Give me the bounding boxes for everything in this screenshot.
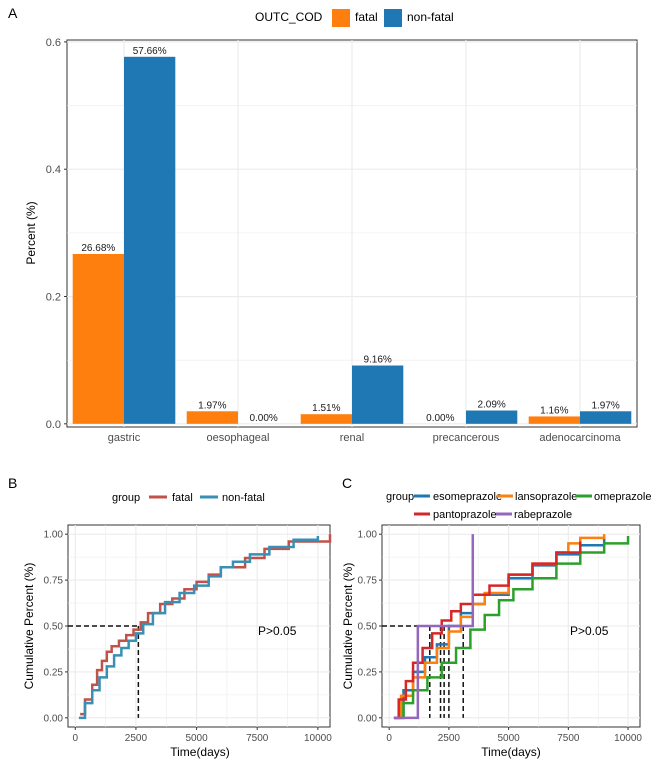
legend-c: group esomeprazole lansoprazole omeprazo… [386,491,651,521]
x-tick-label: 0 [386,733,392,744]
y-tick-label: 0.25 [44,667,64,678]
y-tick-label: 0.25 [358,667,378,678]
series-line-fatal [80,534,332,716]
legend-b-label-non-fatal: non-fatal [222,492,265,504]
y-tick-label: 0.4 [46,164,61,176]
x-tick-label: renal [340,432,364,444]
bar-non-fatal [124,56,176,424]
y-tick-label: 0.6 [46,37,61,49]
lines-b [78,534,332,720]
x-tick-labels-c: 0 2500 5000 7500 10000 [386,733,642,744]
y-tick-labels-c: 0.00 0.25 0.50 0.75 1.00 [358,530,378,725]
x-tick-label: 0 [72,733,78,744]
panel-label-a: A [8,5,18,21]
y-tick-label: 0.0 [46,419,61,431]
x-tick-label: 5000 [497,733,520,744]
annotation-b: P>0.05 [258,624,297,638]
data-label: 1.97% [591,400,619,411]
series-line-non-fatal [78,536,320,720]
y-tick-label: 0.50 [358,622,378,633]
panel-label-b: B [8,475,17,491]
legend-b-label-fatal: fatal [172,492,193,504]
legend-a-label-fatal: fatal [355,10,378,24]
legend-a: OUTC_COD fatal non-fatal [255,9,454,27]
x-axis-title-b: Time(days) [170,745,230,759]
legend-b: group fatal non-fatal [112,492,265,504]
bar-fatal [300,414,352,424]
x-tick-label: gastric [108,432,141,444]
x-tick-label: 5000 [185,733,208,744]
y-tick-label: 0.00 [44,713,64,724]
series-line-pantoprazole [393,541,582,720]
x-tick-label: 7500 [557,733,580,744]
legend-c-label-lansoprazole: lansoprazole [515,491,577,503]
series-line-omeprazole [393,536,630,720]
x-tick-labels-b: 0 2500 5000 7500 10000 [72,733,332,744]
legend-c-label-pantoprazole: pantoprazole [433,509,497,521]
x-tick-label: 2500 [438,733,461,744]
legend-c-label-rabeprazole: rabeprazole [514,509,572,521]
series-line-rabeprazole [393,534,475,720]
x-tick-label: 2500 [125,733,148,744]
chart-b: 0.000.250.500.751.00 0 2500 5000 7500 10000 … [22,524,332,759]
data-label: 1.97% [198,400,226,411]
grid-b [65,525,330,730]
legend-a-label-non-fatal: non-fatal [407,10,454,24]
data-label: 57.66% [133,46,167,57]
y-tick-label: 0.50 [44,622,64,633]
y-axis-title-b: Cumulative Percent (%) [22,563,36,690]
y-tick-labels-a: 0.0 0.2 0.4 0.6 [46,37,61,431]
legend-a-swatch-fatal [332,9,350,27]
data-label: 1.16% [540,405,568,416]
legend-a-title: OUTC_COD [255,10,323,24]
legend-b-title: group [112,492,140,504]
bar-non-fatal [466,410,518,424]
data-label: 0.00% [249,413,277,424]
x-tick-labels-a: gastric oesophageal renal precancerous adeno… [108,432,622,444]
legend-c-title: group [386,491,414,503]
data-label: 9.16% [363,355,391,366]
data-label: 26.68% [81,243,115,254]
annotation-c: P>0.05 [570,624,609,638]
legend-c-label-esomeprazole: esomeprazole [433,491,502,503]
chart-c: 0.000.250.500.751.00 0 2500 5000 7500 10000 … [341,524,642,759]
data-label: 1.51% [312,403,340,414]
lines-c [393,534,630,720]
y-tick-labels-b: 0.00 0.25 0.50 0.75 1.00 [44,530,64,725]
bar-fatal [528,416,580,424]
y-tick-label: 0.2 [46,292,61,304]
bar-fatal [72,253,124,424]
median-lines-b [68,625,140,718]
legend-a-swatch-non-fatal [384,9,402,27]
chart-a: 26.68% 1.97% 1.51% 0.00% 1.16% 57.66% 0.00% 9.1… [24,37,638,444]
bar-non-fatal [580,411,632,424]
grid-c [379,525,640,730]
y-tick-label: 0.00 [358,713,378,724]
x-tick-label: 10000 [304,733,332,744]
x-tick-label: 7500 [246,733,269,744]
y-axis-title-c: Cumulative Percent (%) [341,563,355,690]
x-tick-label: adenocarcinoma [539,432,621,444]
legend-c-label-omeprazole: omeprazole [594,491,651,503]
data-label: 0.00% [426,413,454,424]
bars-a: 26.68% 1.97% 1.51% 0.00% 1.16% 57.66% 0.00% 9.1… [72,46,632,424]
y-tick-label: 1.00 [358,530,378,541]
bar-non-fatal [352,365,404,424]
y-tick-label: 1.00 [44,530,64,541]
y-tick-label: 0.75 [358,576,378,587]
x-axis-title-c: Time(days) [481,745,541,759]
y-tick-label: 0.75 [44,576,64,587]
data-label: 2.09% [477,400,505,411]
bar-fatal [186,411,238,424]
y-axis-title-a: Percent (%) [24,201,38,264]
panel-label-c: C [342,475,352,491]
x-tick-label: precancerous [433,432,500,444]
x-tick-label: oesophageal [206,432,269,444]
x-tick-label: 10000 [614,733,642,744]
